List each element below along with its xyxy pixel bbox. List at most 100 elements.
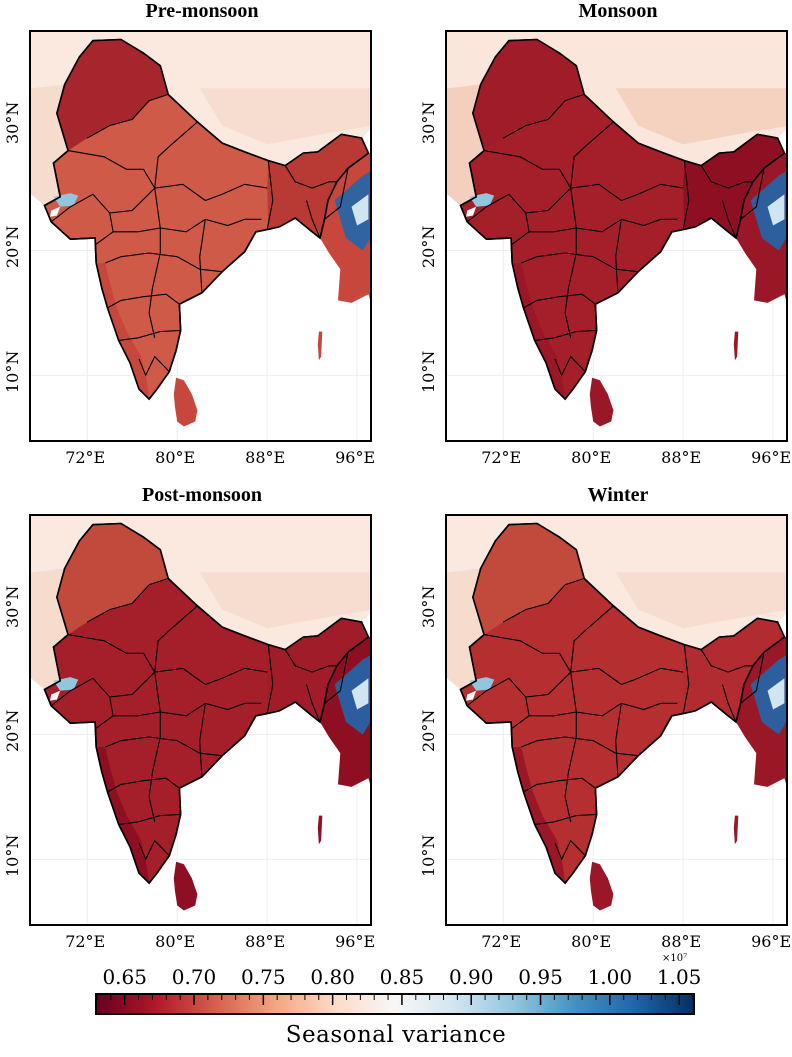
state-boundary bbox=[700, 165, 753, 189]
map-svg bbox=[447, 32, 786, 440]
state-boundary bbox=[520, 736, 639, 757]
colorbar-tick-label: 0.90 bbox=[448, 965, 494, 989]
western-region bbox=[31, 84, 69, 206]
state-boundary bbox=[50, 677, 114, 729]
western-region bbox=[447, 568, 485, 690]
state-boundary bbox=[148, 672, 161, 823]
state-boundary bbox=[86, 93, 169, 139]
colorbar-tick-label: 1.05 bbox=[656, 965, 702, 989]
state-boundary bbox=[86, 577, 169, 623]
high-variance-region bbox=[334, 655, 370, 735]
country-boundary bbox=[43, 38, 370, 401]
state-boundary bbox=[523, 777, 596, 793]
x-tick-label: 72°E bbox=[65, 932, 106, 951]
state-boundary bbox=[529, 218, 678, 233]
state-boundary bbox=[324, 167, 349, 220]
state-boundary bbox=[284, 165, 337, 189]
state-boundary bbox=[740, 651, 765, 704]
state-boundary bbox=[534, 329, 597, 341]
x-tick-label: 72°E bbox=[481, 932, 522, 951]
map-area bbox=[29, 30, 372, 442]
state-boundary bbox=[682, 160, 690, 230]
x-tick-label: 88°E bbox=[245, 448, 286, 467]
colorbar-tick-label: 1.00 bbox=[587, 965, 633, 989]
plateau-south-region bbox=[199, 88, 370, 145]
colorbar bbox=[95, 993, 695, 1015]
high-variance-core bbox=[351, 194, 369, 226]
colorbar-label: Seasonal variance bbox=[285, 1022, 507, 1048]
x-tick-label: 96°E bbox=[751, 448, 792, 467]
sri-lanka bbox=[589, 861, 614, 911]
state-boundary bbox=[113, 218, 262, 233]
western-region bbox=[31, 568, 69, 690]
sri-lanka bbox=[589, 377, 614, 427]
state-boundary bbox=[50, 193, 114, 245]
panel-title: Winter bbox=[587, 484, 649, 506]
x-tick-label: 72°E bbox=[481, 448, 522, 467]
x-tick-label: 80°E bbox=[571, 448, 612, 467]
northwest-region bbox=[56, 39, 169, 151]
andaman-islands bbox=[733, 815, 739, 845]
high-variance-region bbox=[334, 171, 370, 251]
x-tick-label: 96°E bbox=[335, 932, 376, 951]
northwest-region bbox=[472, 39, 585, 151]
state-boundary bbox=[523, 293, 596, 309]
colorbar-exponent: ×10⁷ bbox=[662, 953, 688, 964]
y-tick-label: 10°N bbox=[3, 350, 22, 394]
state-boundary bbox=[305, 200, 321, 239]
high-variance-core bbox=[767, 194, 785, 226]
map-area bbox=[445, 514, 788, 926]
panel-title: Post-monsoon bbox=[141, 484, 262, 506]
x-tick-label: 96°E bbox=[751, 932, 792, 951]
state-boundary bbox=[484, 121, 614, 190]
country-boundary bbox=[459, 38, 786, 401]
country-boundary bbox=[43, 522, 370, 885]
state-boundary bbox=[740, 167, 765, 220]
state-boundary bbox=[534, 813, 597, 825]
colorbar-tick-label: 0.85 bbox=[379, 965, 425, 989]
state-boundary bbox=[104, 736, 223, 757]
colorbar-tick-label: 0.95 bbox=[518, 965, 563, 989]
y-tick-label: 10°N bbox=[3, 834, 22, 878]
colorbar-tick-label: 0.65 bbox=[102, 965, 147, 989]
y-tick-label: 30°N bbox=[419, 585, 438, 628]
state-boundary bbox=[107, 293, 180, 309]
northwest-region bbox=[472, 523, 585, 635]
state-boundary bbox=[615, 703, 622, 777]
state-boundary bbox=[324, 651, 349, 704]
colorbar-tick-label: 0.75 bbox=[241, 965, 286, 989]
rann-white-region bbox=[466, 690, 477, 701]
state-boundary bbox=[520, 252, 639, 273]
high-variance-core bbox=[767, 678, 785, 710]
state-boundary bbox=[564, 188, 577, 339]
state-boundary bbox=[721, 684, 737, 723]
country-boundary bbox=[459, 522, 786, 885]
state-boundary bbox=[68, 121, 198, 190]
y-tick-label: 10°N bbox=[419, 834, 438, 878]
plateau-south-region bbox=[615, 572, 786, 629]
andaman-islands bbox=[317, 815, 323, 845]
x-tick-label: 72°E bbox=[65, 448, 106, 467]
state-boundary bbox=[721, 200, 737, 239]
panel-title: Pre-monsoon bbox=[145, 0, 259, 22]
state-boundary bbox=[554, 839, 586, 861]
y-tick-label: 30°N bbox=[419, 101, 438, 144]
state-boundary bbox=[502, 577, 585, 623]
northwest-region bbox=[56, 523, 169, 635]
y-tick-label: 20°N bbox=[419, 226, 438, 269]
rann-white-region bbox=[50, 206, 61, 217]
state-boundary bbox=[148, 188, 161, 339]
western-region bbox=[447, 84, 485, 206]
x-tick-label: 80°E bbox=[155, 932, 196, 951]
state-boundary bbox=[525, 667, 684, 698]
state-boundary bbox=[118, 813, 181, 825]
state-boundary bbox=[109, 183, 268, 214]
y-tick-label: 30°N bbox=[3, 101, 22, 144]
panel-title: Monsoon bbox=[578, 0, 658, 22]
y-tick-label: 10°N bbox=[419, 350, 438, 394]
state-boundary bbox=[266, 644, 274, 714]
state-boundary bbox=[682, 644, 690, 714]
x-tick-label: 88°E bbox=[661, 932, 702, 951]
state-boundary bbox=[700, 649, 753, 673]
map-svg bbox=[447, 516, 786, 924]
